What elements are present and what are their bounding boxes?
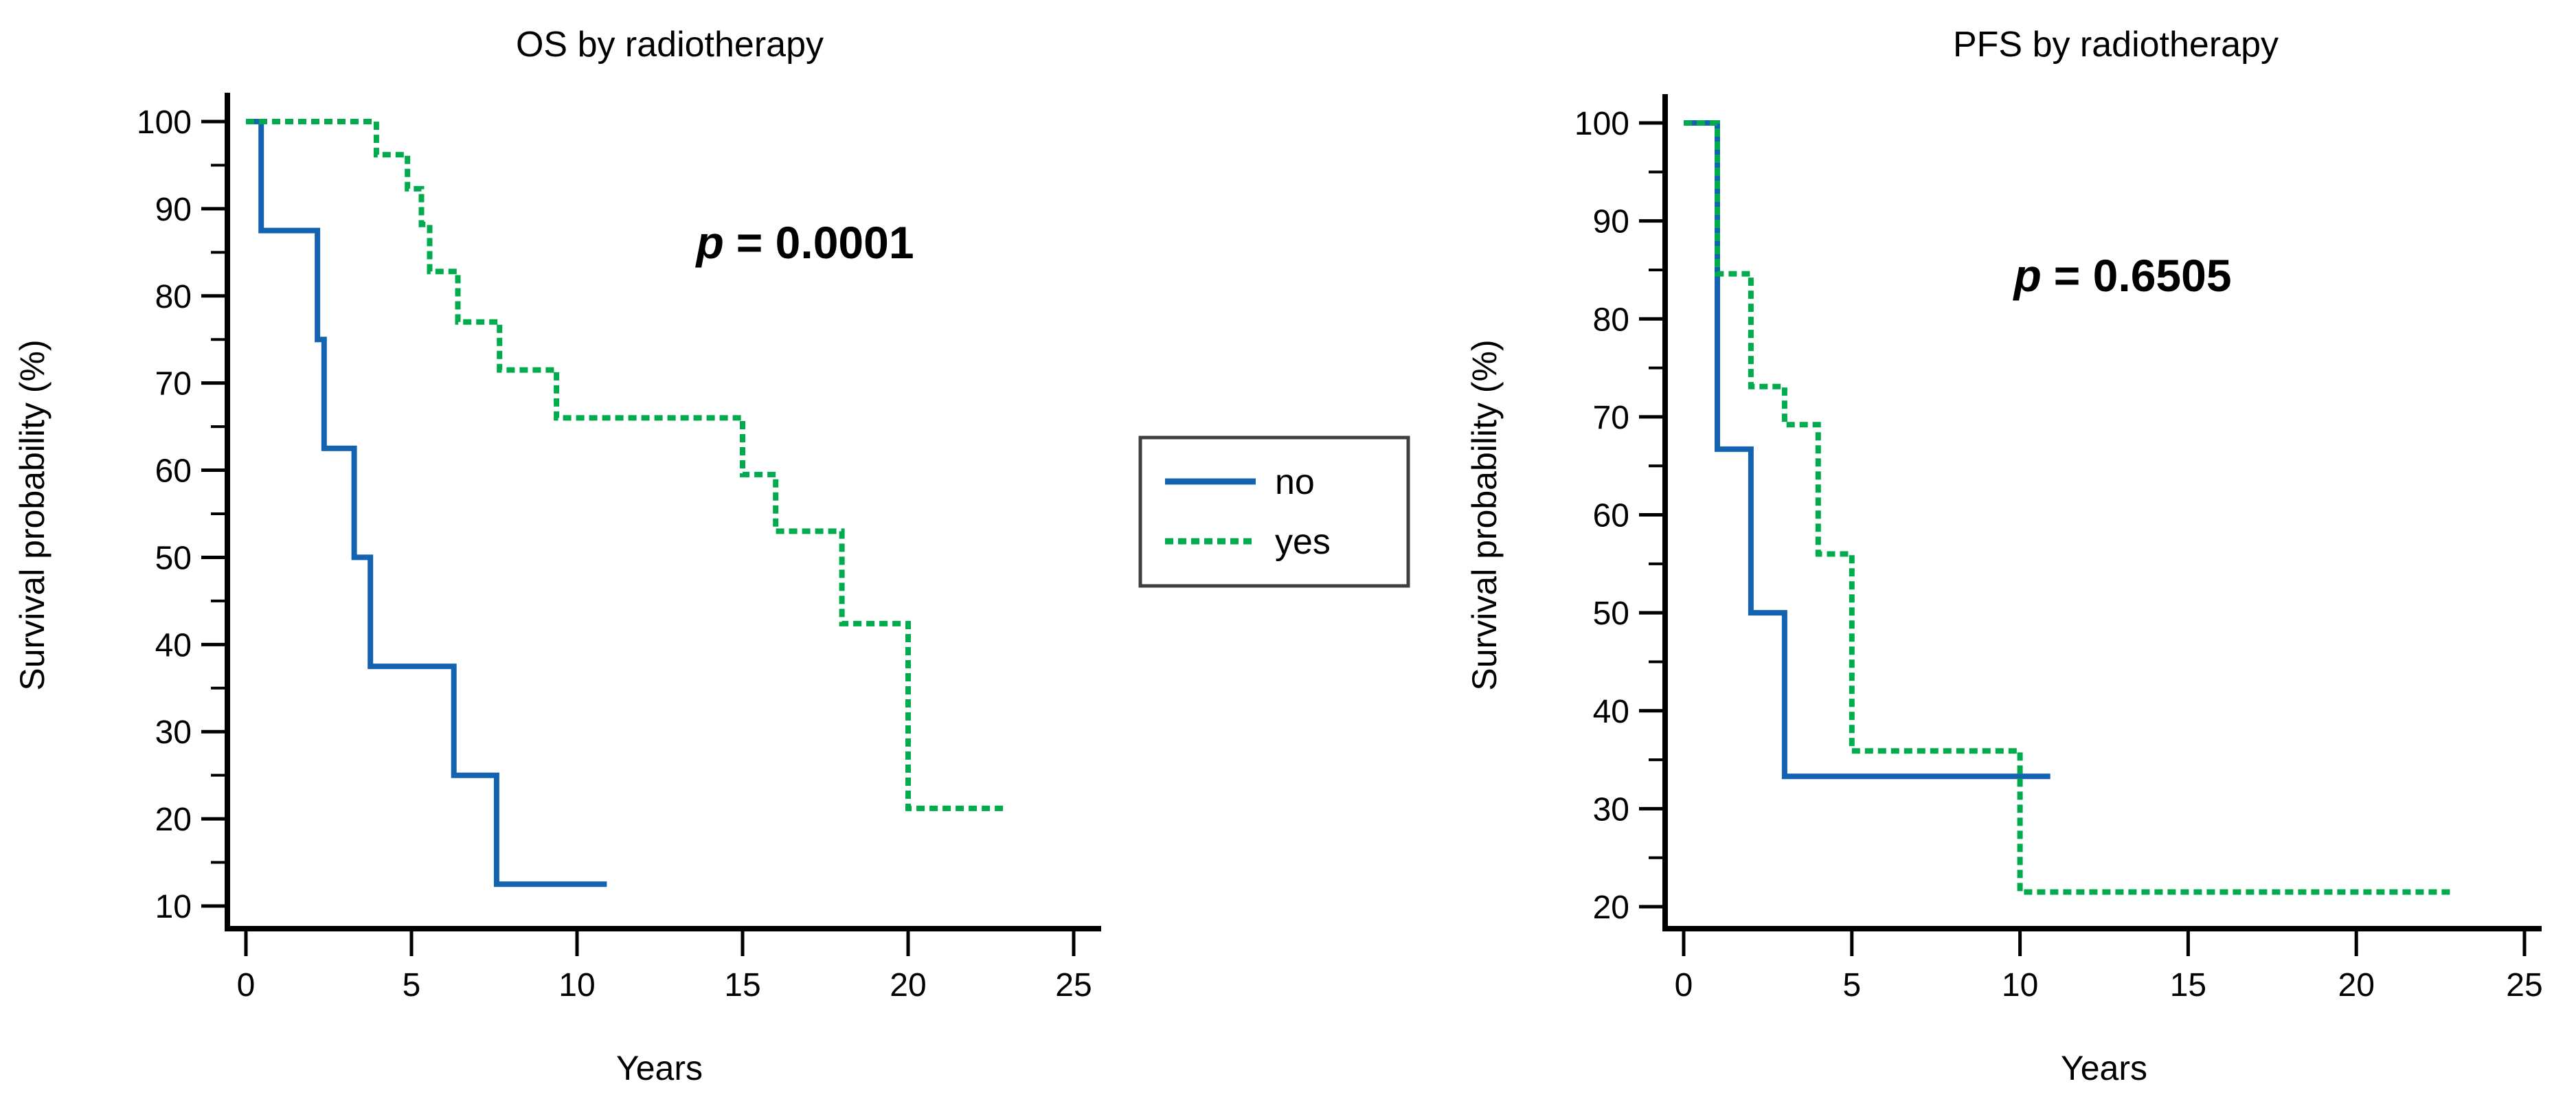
y-tick-label: 60 bbox=[1593, 498, 1629, 534]
y-tick-label: 70 bbox=[155, 366, 192, 403]
y-tick-label: 100 bbox=[1574, 106, 1629, 142]
p-symbol: p bbox=[2012, 250, 2041, 301]
x-tick-label: 20 bbox=[2338, 967, 2375, 1004]
y-tick-label: 50 bbox=[1593, 596, 1629, 632]
y-tick-label: 10 bbox=[155, 889, 192, 925]
y-tick-label: 80 bbox=[155, 279, 192, 315]
legend-label-yes: yes bbox=[1275, 522, 1331, 562]
p-symbol: p bbox=[694, 217, 723, 268]
survival-curve-yes bbox=[1684, 120, 2454, 895]
figure-legend: no yes bbox=[1138, 435, 1410, 588]
survival-curve-no bbox=[246, 119, 607, 887]
pfs-chart: 20 30 40 50 60 70 80 90 100 0 5 10 15 20 25 PFS by rad… bbox=[1465, 25, 2543, 1087]
y-tick-label: 90 bbox=[155, 192, 192, 228]
x-tick-label: 20 bbox=[890, 967, 926, 1004]
x-tick-label: 15 bbox=[724, 967, 760, 1004]
os-p-value: p = 0.0001 bbox=[694, 217, 914, 268]
os-y-axis-title: Survival probability (%) bbox=[13, 339, 52, 690]
y-tick-label: 30 bbox=[1593, 791, 1629, 828]
y-tick-label: 60 bbox=[155, 453, 192, 490]
os-chart-title: OS by radiotherapy bbox=[516, 25, 824, 65]
x-tick-label: 5 bbox=[403, 967, 421, 1004]
survival-curve-no bbox=[1684, 120, 2050, 780]
pfs-p-value: p = 0.6505 bbox=[2012, 250, 2231, 301]
x-tick-label: 0 bbox=[1675, 967, 1693, 1004]
y-tick-label: 50 bbox=[155, 540, 192, 576]
x-tick-label: 10 bbox=[558, 967, 595, 1004]
y-tick-label: 40 bbox=[155, 627, 192, 664]
legend-label-no: no bbox=[1275, 462, 1315, 502]
x-tick-label: 0 bbox=[237, 967, 256, 1004]
y-tick-label: 100 bbox=[137, 104, 192, 141]
pfs-x-axis-title: Years bbox=[2061, 1049, 2147, 1087]
x-tick-label: 5 bbox=[1842, 967, 1861, 1004]
y-tick-label: 20 bbox=[1593, 890, 1629, 926]
x-tick-label: 15 bbox=[2170, 967, 2206, 1004]
os-chart: 10 20 30 40 50 60 70 80 90 100 0 5 10 15 20 25 OS by ra… bbox=[13, 25, 1101, 1087]
pfs-chart-title: PFS by radiotherapy bbox=[1953, 25, 2279, 65]
pfs-plot-area: 20 30 40 50 60 70 80 90 100 0 5 10 15 20 25 bbox=[1574, 94, 2543, 1004]
y-tick-label: 90 bbox=[1593, 204, 1629, 240]
x-tick-label: 10 bbox=[2002, 967, 2038, 1004]
y-tick-label: 40 bbox=[1593, 694, 1629, 730]
y-tick-label: 20 bbox=[155, 802, 192, 838]
y-tick-label: 30 bbox=[155, 714, 192, 751]
x-tick-label: 25 bbox=[2506, 967, 2542, 1004]
legend-box bbox=[1138, 435, 1410, 588]
survival-curve-yes bbox=[246, 119, 1004, 811]
os-plot-area: 10 20 30 40 50 60 70 80 90 100 0 5 10 15 20 25 bbox=[137, 93, 1101, 1004]
y-tick-label: 70 bbox=[1593, 400, 1629, 436]
x-tick-label: 25 bbox=[1055, 967, 1092, 1004]
os-x-axis-title: Years bbox=[616, 1049, 703, 1087]
pfs-y-axis-title: Survival probability (%) bbox=[1465, 339, 1504, 690]
y-tick-label: 80 bbox=[1593, 302, 1629, 338]
